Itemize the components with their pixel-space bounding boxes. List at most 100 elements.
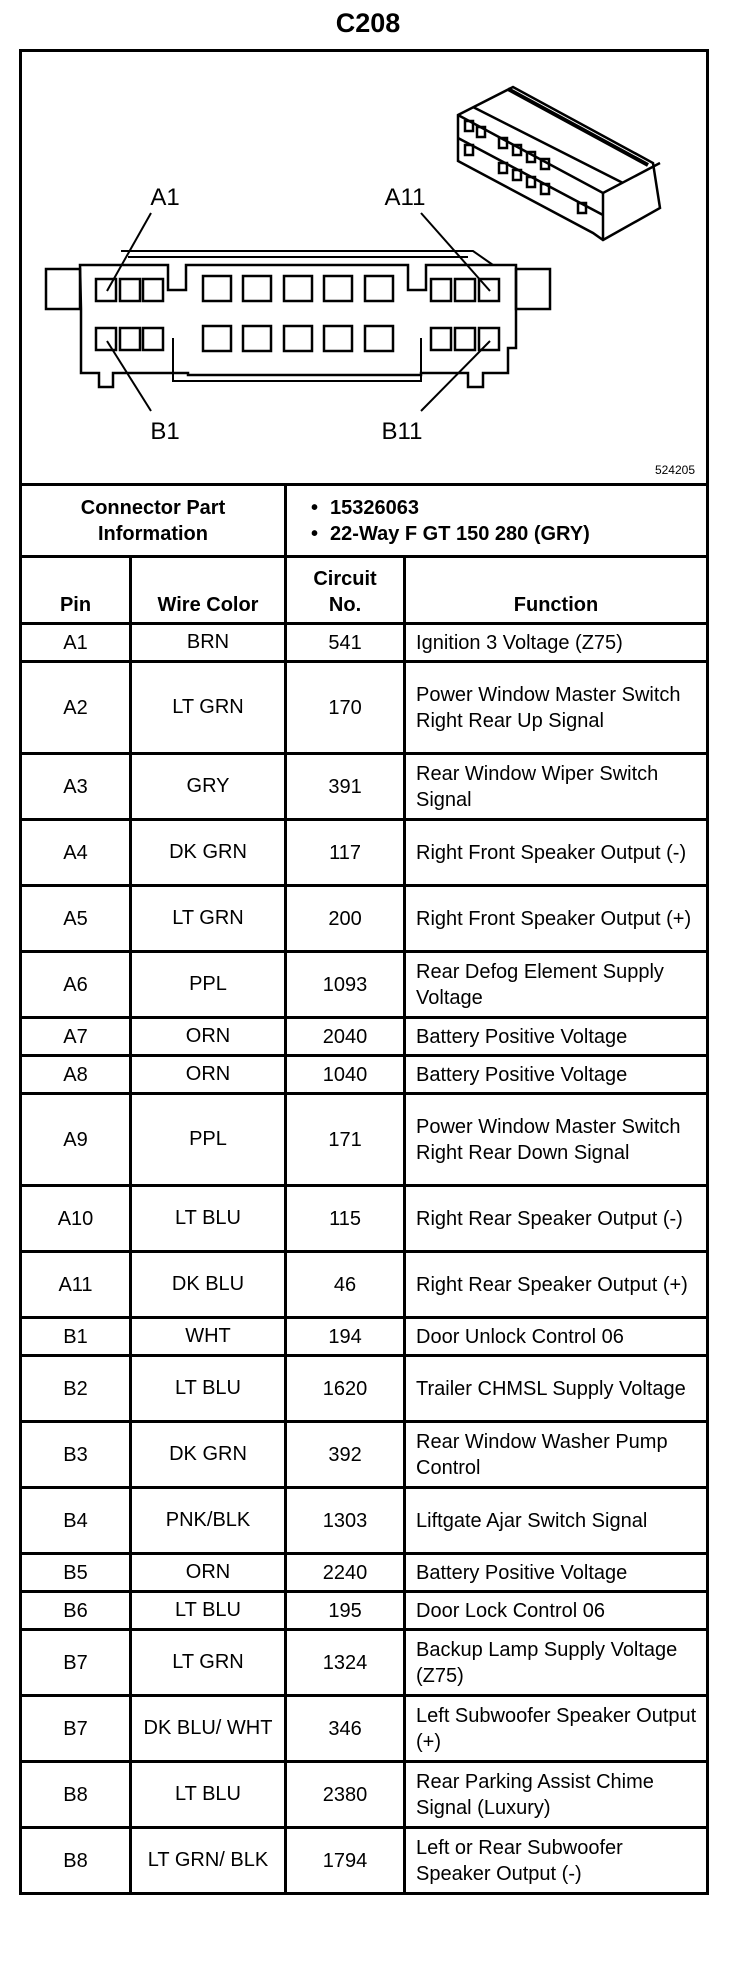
function-cell: Left Subwoofer Speaker Output (+) xyxy=(403,1694,709,1763)
pin-cell: B2 xyxy=(19,1354,132,1423)
function-cell: Backup Lamp Supply Voltage (Z75) xyxy=(403,1628,709,1697)
circuit-cell: 541 xyxy=(284,622,407,663)
wire-color-cell: GRY xyxy=(128,752,288,821)
wire-color-cell: LT GRN xyxy=(128,1628,288,1697)
figure-number: 524205 xyxy=(655,463,695,477)
table-row: B6 LT BLU 195 Door Lock Control 06 xyxy=(19,1590,709,1631)
part-info-values: 15326063 22-Way F GT 150 280 (GRY) xyxy=(284,483,709,558)
wire-color-cell: LT GRN xyxy=(128,660,288,755)
header-function: Function xyxy=(403,555,709,625)
function-cell: Battery Positive Voltage xyxy=(403,1016,709,1057)
circuit-cell: 1040 xyxy=(284,1054,407,1095)
pin-cell: B8 xyxy=(19,1760,132,1829)
table-row: B1 WHT 194 Door Unlock Control 06 xyxy=(19,1316,709,1357)
pin-cell: A7 xyxy=(19,1016,132,1057)
table-row: A1 BRN 541 Ignition 3 Voltage (Z75) xyxy=(19,622,709,663)
wire-color-cell: DK BLU xyxy=(128,1250,288,1319)
function-cell: Ignition 3 Voltage (Z75) xyxy=(403,622,709,663)
table-row: A10 LT BLU 115 Right Rear Speaker Output (-… xyxy=(19,1184,709,1253)
function-cell: Left or Rear Subwoofer Speaker Output (-… xyxy=(403,1826,709,1895)
wire-color-cell: PPL xyxy=(128,950,288,1019)
table-row: A11 DK BLU 46 Right Rear Speaker Output (+) xyxy=(19,1250,709,1319)
function-cell: Door Unlock Control 06 xyxy=(403,1316,709,1357)
table-row: A2 LT GRN 170 Power Window Master Switch Ri… xyxy=(19,660,709,755)
header-pin: Pin xyxy=(19,555,132,625)
circuit-cell: 1303 xyxy=(284,1486,407,1555)
wire-color-cell: PNK/BLK xyxy=(128,1486,288,1555)
function-cell: Battery Positive Voltage xyxy=(403,1054,709,1095)
leader-line-a1 xyxy=(106,212,152,292)
part-info-label: Connector Part Information xyxy=(18,483,288,558)
connector-face-icon xyxy=(44,250,552,389)
circuit-cell: 392 xyxy=(284,1420,407,1489)
pin-cell: A3 xyxy=(19,752,132,821)
circuit-cell: 117 xyxy=(284,818,407,887)
pin-cell: A8 xyxy=(19,1054,132,1095)
wire-color-cell: ORN xyxy=(128,1016,288,1057)
table-row: B4 PNK/BLK 1303 Liftgate Ajar Switch Signal xyxy=(19,1486,709,1555)
function-cell: Liftgate Ajar Switch Signal xyxy=(403,1486,709,1555)
wire-color-cell: ORN xyxy=(128,1054,288,1095)
leader-line-a11 xyxy=(420,212,491,292)
circuit-cell: 391 xyxy=(284,752,407,821)
function-cell: Rear Window Wiper Switch Signal xyxy=(403,752,709,821)
connector-diagram: A1 A11 B1 B11 524205 xyxy=(19,49,709,483)
pin-cell: B5 xyxy=(19,1552,132,1593)
wire-color-cell: LT BLU xyxy=(128,1760,288,1829)
header-circuit: Circuit No. xyxy=(284,555,407,625)
table-row: A8 ORN 1040 Battery Positive Voltage xyxy=(19,1054,709,1095)
pin-cell: A4 xyxy=(19,818,132,887)
pin-cell: A5 xyxy=(19,884,132,953)
pin-cell: A2 xyxy=(19,660,132,755)
function-cell: Rear Window Washer Pump Control xyxy=(403,1420,709,1489)
header-wire-color: Wire Color xyxy=(128,555,288,625)
function-cell: Rear Defog Element Supply Voltage xyxy=(403,950,709,1019)
circuit-cell: 1324 xyxy=(284,1628,407,1697)
wire-color-cell: PPL xyxy=(128,1092,288,1187)
label-a1: A1 xyxy=(150,184,179,211)
label-b1: B1 xyxy=(150,418,179,445)
leader-line-b1 xyxy=(106,340,152,412)
function-cell: Battery Positive Voltage xyxy=(403,1552,709,1593)
pin-cell: B4 xyxy=(19,1486,132,1555)
wire-color-cell: LT BLU xyxy=(128,1354,288,1423)
header-row: Pin Wire Color Circuit No. Function xyxy=(19,555,709,625)
pin-cell: A10 xyxy=(19,1184,132,1253)
wire-color-cell: WHT xyxy=(128,1316,288,1357)
part-description: 22-Way F GT 150 280 (GRY) xyxy=(311,521,698,547)
pinout-table: Connector Part Information 15326063 22-W… xyxy=(18,483,709,1895)
pin-cell: A9 xyxy=(19,1092,132,1187)
pin-cell: B7 xyxy=(19,1694,132,1763)
connector-title: C208 xyxy=(335,8,401,38)
pin-cell: A6 xyxy=(19,950,132,1019)
table-row: A7 ORN 2040 Battery Positive Voltage xyxy=(19,1016,709,1057)
circuit-cell: 170 xyxy=(284,660,407,755)
wire-color-cell: DK GRN xyxy=(128,818,288,887)
pin-cell: A1 xyxy=(19,622,132,663)
table-row: B7 LT GRN 1324 Backup Lamp Supply Voltage (… xyxy=(19,1628,709,1697)
function-cell: Right Front Speaker Output (-) xyxy=(403,818,709,887)
function-cell: Power Window Master Switch Right Rear Do… xyxy=(403,1092,709,1187)
circuit-cell: 2380 xyxy=(284,1760,407,1829)
table-row: A9 PPL 171 Power Window Master Switch Right… xyxy=(19,1092,709,1187)
wire-color-cell: DK BLU/ WHT xyxy=(128,1694,288,1763)
wire-color-cell: DK GRN xyxy=(128,1420,288,1489)
function-cell: Door Lock Control 06 xyxy=(403,1590,709,1631)
table-row: A3 GRY 391 Rear Window Wiper Switch Signal xyxy=(19,752,709,821)
circuit-cell: 115 xyxy=(284,1184,407,1253)
wire-color-cell: LT GRN/ BLK xyxy=(128,1826,288,1895)
part-number: 15326063 xyxy=(311,495,698,521)
circuit-cell: 195 xyxy=(284,1590,407,1631)
part-info-row: Connector Part Information 15326063 22-W… xyxy=(18,483,709,558)
circuit-cell: 194 xyxy=(284,1316,407,1357)
wire-color-cell: ORN xyxy=(128,1552,288,1593)
pin-cell: B6 xyxy=(19,1590,132,1631)
table-row: A4 DK GRN 117 Right Front Speaker Output (-… xyxy=(19,818,709,887)
function-cell: Right Rear Speaker Output (+) xyxy=(403,1250,709,1319)
table-row: B8 LT BLU 2380 Rear Parking Assist Chime Si… xyxy=(19,1760,709,1829)
pin-cell: A11 xyxy=(19,1250,132,1319)
function-cell: Power Window Master Switch Right Rear Up… xyxy=(403,660,709,755)
table-row: B5 ORN 2240 Battery Positive Voltage xyxy=(19,1552,709,1593)
table-row: A5 LT GRN 200 Right Front Speaker Output (+… xyxy=(19,884,709,953)
function-cell: Rear Parking Assist Chime Signal (Luxury… xyxy=(403,1760,709,1829)
